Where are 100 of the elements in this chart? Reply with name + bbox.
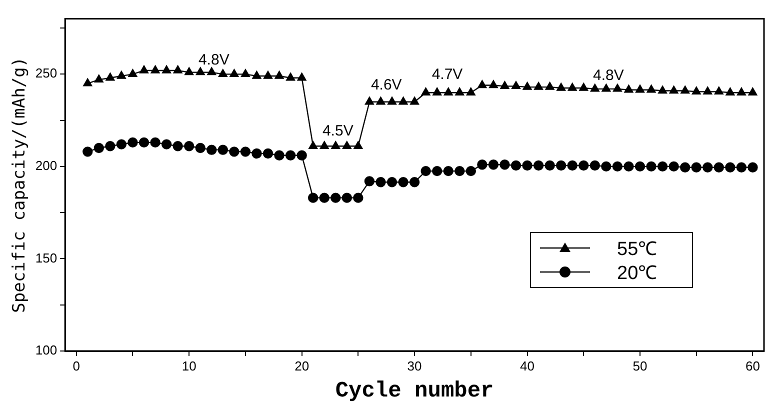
point (420, 166, 431, 176)
point (150, 65, 160, 74)
point (196, 67, 205, 76)
point (162, 65, 172, 74)
point (602, 84, 611, 92)
point (624, 84, 634, 93)
point (364, 176, 375, 186)
point (748, 88, 758, 96)
point (680, 86, 690, 94)
point (195, 142, 206, 154)
point (138, 137, 150, 148)
point (544, 160, 555, 171)
point (568, 82, 577, 91)
point (736, 88, 746, 96)
point (432, 166, 442, 176)
point (601, 161, 612, 172)
point (488, 160, 499, 170)
point (534, 82, 544, 90)
point (230, 69, 239, 78)
y-tick-label: 100 (35, 342, 58, 358)
point (634, 161, 646, 172)
point (285, 150, 296, 160)
point (106, 72, 115, 81)
point (522, 160, 532, 171)
point (500, 81, 510, 90)
point (522, 82, 532, 90)
point (748, 162, 758, 172)
annotation: 4.5V (322, 122, 354, 140)
point (590, 160, 600, 171)
point (398, 177, 408, 188)
point (296, 150, 307, 160)
point (83, 78, 92, 86)
point (116, 70, 126, 79)
point (556, 82, 566, 91)
y-axis-title: Specific capacity/(mAh/g) (10, 56, 30, 313)
point (669, 86, 678, 94)
x-tick-label: 0 (72, 358, 80, 374)
point (455, 88, 464, 96)
point (184, 67, 194, 76)
point (82, 146, 93, 157)
point (692, 86, 701, 95)
point (444, 88, 453, 96)
point (466, 88, 476, 96)
point (725, 162, 736, 172)
y-tick-label: 150 (35, 250, 58, 266)
x-tick-label: 60 (745, 358, 760, 374)
point (161, 139, 172, 150)
point (264, 70, 272, 79)
point (454, 166, 465, 176)
point (94, 74, 104, 83)
point (218, 69, 228, 78)
point (478, 80, 487, 88)
point (512, 81, 520, 90)
point (207, 67, 216, 76)
point (128, 69, 138, 78)
point (274, 150, 284, 160)
point (432, 88, 442, 96)
point (297, 72, 306, 81)
point (703, 86, 712, 95)
point (477, 160, 488, 170)
point (533, 160, 544, 171)
point (702, 162, 713, 172)
point (466, 166, 476, 176)
point (331, 141, 340, 149)
point (556, 160, 566, 171)
point (173, 65, 182, 74)
point (646, 84, 656, 93)
point (319, 192, 330, 203)
point (409, 177, 420, 188)
point (612, 161, 623, 172)
point (128, 137, 138, 148)
point (286, 72, 296, 81)
point (274, 70, 284, 79)
point (342, 141, 352, 149)
x-tick-label: 20 (294, 358, 310, 374)
point (657, 161, 668, 172)
point (252, 148, 262, 159)
point (252, 70, 262, 79)
point (330, 192, 341, 203)
point (545, 82, 554, 90)
y-tick-label: 200 (35, 158, 58, 174)
point (567, 160, 578, 171)
legend-label: 20℃ (617, 262, 658, 285)
point (140, 65, 148, 74)
point (714, 86, 724, 95)
point (612, 84, 622, 92)
point (262, 148, 274, 159)
point (320, 141, 329, 149)
point (590, 84, 600, 92)
point (398, 96, 408, 105)
annotation: 4.8V (198, 51, 230, 68)
point (646, 161, 656, 172)
x-tick-label: 40 (520, 358, 535, 374)
point (354, 141, 363, 149)
point (668, 161, 679, 172)
point (726, 88, 735, 96)
point (421, 88, 430, 96)
point (388, 96, 396, 105)
point (150, 137, 160, 148)
point (218, 144, 228, 155)
